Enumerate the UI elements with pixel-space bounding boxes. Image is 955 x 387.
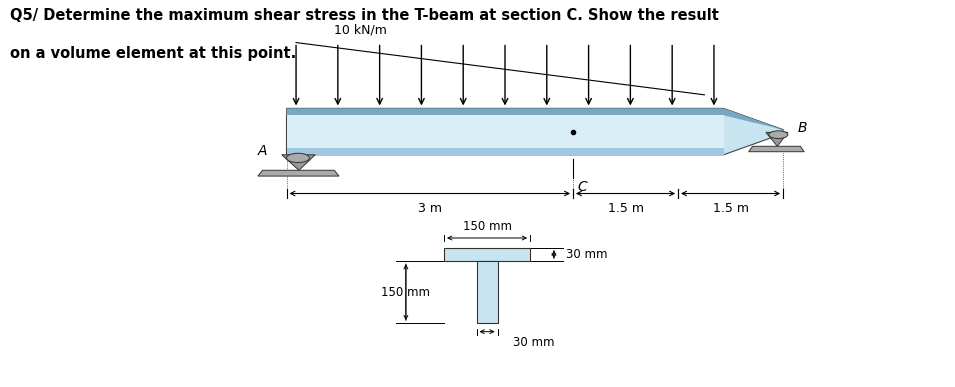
Text: 30 mm: 30 mm	[566, 248, 607, 261]
Polygon shape	[286, 115, 724, 148]
Polygon shape	[286, 108, 783, 130]
Text: A: A	[258, 144, 267, 158]
Text: 150 mm: 150 mm	[462, 220, 512, 233]
Circle shape	[769, 131, 788, 139]
Polygon shape	[282, 155, 315, 170]
Polygon shape	[258, 170, 339, 176]
Text: B: B	[797, 121, 807, 135]
Text: on a volume element at this point.: on a volume element at this point.	[10, 46, 296, 62]
Circle shape	[286, 153, 309, 163]
Polygon shape	[766, 132, 788, 146]
Text: 1.5 m: 1.5 m	[712, 202, 749, 215]
Polygon shape	[286, 108, 783, 155]
Polygon shape	[444, 248, 530, 261]
Text: 10 kN/m: 10 kN/m	[334, 24, 387, 37]
Text: 1.5 m: 1.5 m	[607, 202, 644, 215]
Polygon shape	[286, 148, 724, 155]
Text: 150 mm: 150 mm	[381, 286, 430, 299]
Text: C: C	[578, 180, 587, 194]
Text: Q5/ Determine the maximum shear stress in the T-beam at section C. Show the resu: Q5/ Determine the maximum shear stress i…	[10, 8, 718, 23]
Polygon shape	[477, 261, 498, 323]
Text: 3 m: 3 m	[417, 202, 442, 215]
Text: 30 mm: 30 mm	[513, 336, 554, 349]
Polygon shape	[749, 146, 804, 152]
